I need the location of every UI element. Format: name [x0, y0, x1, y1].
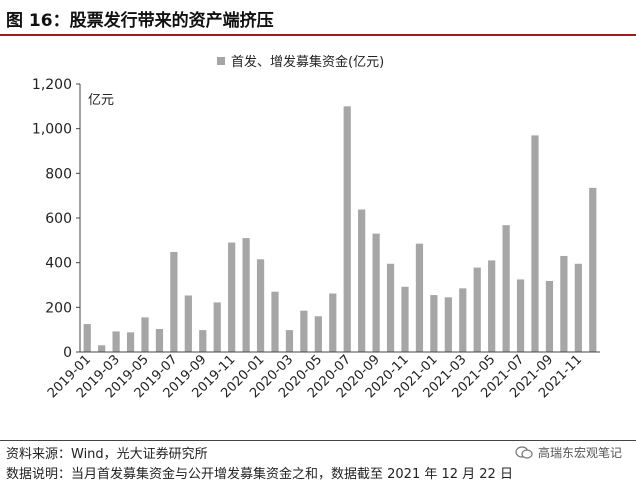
bar: [228, 242, 236, 352]
bar: [300, 310, 308, 352]
y-tick-label: 800: [45, 166, 72, 182]
bar: [531, 135, 539, 352]
y-axis: 0 200 400 600 800 1,000 1,200: [32, 77, 81, 361]
watermark-text: 高瑞东宏观笔记: [537, 446, 622, 460]
bar: [386, 263, 395, 352]
bar: [459, 288, 467, 352]
bar: [545, 280, 554, 352]
bar: [83, 324, 91, 352]
bar: [343, 106, 351, 352]
x-axis: 2019-012019-032019-052019-072019-092019-…: [45, 351, 600, 401]
bar: [589, 187, 597, 352]
bar: [444, 297, 452, 352]
bar: [430, 295, 438, 352]
y-tick-label: 600: [45, 211, 72, 227]
footer-divider: [0, 440, 636, 441]
data-note: 数据说明：当月首发募集资金与公开增发募集资金之和，数据截至 2021 年 12 …: [6, 467, 513, 482]
wechat-icon: [515, 446, 533, 459]
y-tick-label: 0: [63, 345, 72, 361]
bar: [560, 255, 568, 352]
y-tick-label: 200: [45, 300, 72, 316]
bar: [184, 295, 192, 352]
figure-title: 图 16：股票发行带来的资产端挤压: [6, 11, 274, 31]
legend-swatch: [217, 57, 225, 65]
bar: [141, 317, 149, 352]
bar: [372, 233, 380, 352]
bar: [242, 238, 250, 352]
y-unit-label: 亿元: [88, 93, 114, 108]
bar-series: [83, 106, 597, 352]
bar: [574, 263, 582, 352]
bar: [256, 259, 265, 352]
bar: [488, 260, 496, 352]
bar: [155, 329, 164, 352]
bar: [170, 251, 178, 352]
bar: [199, 330, 207, 352]
bar: [126, 332, 135, 352]
legend-label: 首发、增发募集资金(亿元): [231, 54, 384, 70]
title-divider: [0, 34, 636, 36]
bar: [401, 286, 409, 352]
y-tick-label: 1,000: [32, 122, 72, 138]
bar: [358, 209, 366, 352]
bar: [271, 291, 279, 352]
source-note: 资料来源：Wind，光大证券研究所: [6, 447, 208, 462]
y-tick-label: 1,200: [32, 77, 72, 93]
bar: [329, 293, 337, 352]
watermark: 高瑞东宏观笔记: [515, 444, 622, 461]
bar: [473, 267, 481, 352]
y-tick-label: 400: [45, 256, 72, 272]
bar: [415, 243, 424, 352]
chart-legend: 首发、增发募集资金(亿元): [217, 54, 384, 70]
bar: [98, 345, 106, 352]
bar: [516, 279, 525, 352]
bar: [213, 302, 221, 352]
bar-chart: 首发、增发募集资金(亿元) 亿元 0 200 400 600 800 1,000 1,200…: [32, 54, 600, 401]
bar: [112, 331, 120, 352]
bar: [502, 225, 510, 352]
bar: [314, 316, 322, 352]
bar: [285, 330, 294, 352]
